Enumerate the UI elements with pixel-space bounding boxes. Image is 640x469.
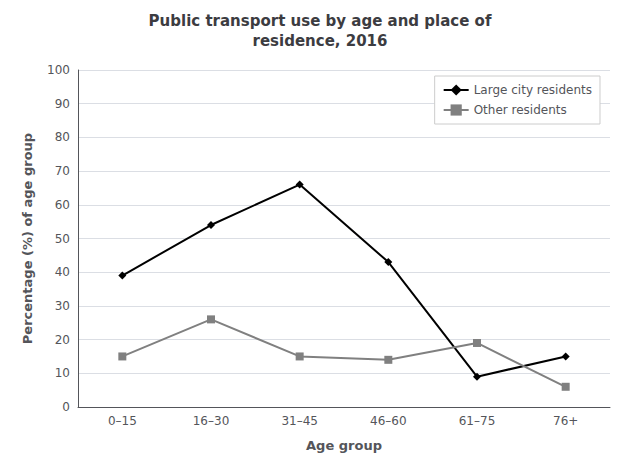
- svg-text:Public transport use by age an: Public transport use by age and place of: [149, 12, 492, 30]
- svg-text:50: 50: [55, 232, 70, 246]
- svg-text:16–30: 16–30: [193, 414, 230, 428]
- svg-text:60: 60: [55, 198, 70, 212]
- svg-text:Other residents: Other residents: [474, 103, 567, 117]
- svg-text:Large city residents: Large city residents: [474, 83, 592, 97]
- svg-text:61–75: 61–75: [459, 414, 496, 428]
- svg-text:Age group: Age group: [306, 438, 382, 453]
- svg-text:100: 100: [47, 63, 70, 77]
- svg-text:40: 40: [55, 265, 70, 279]
- svg-text:80: 80: [55, 130, 70, 144]
- svg-text:Percentage (%) of age group: Percentage (%) of age group: [20, 133, 35, 344]
- svg-text:30: 30: [55, 299, 70, 313]
- svg-text:0: 0: [62, 400, 70, 414]
- svg-text:46–60: 46–60: [370, 414, 407, 428]
- svg-text:31–45: 31–45: [281, 414, 318, 428]
- svg-text:20: 20: [55, 333, 70, 347]
- svg-text:0–15: 0–15: [108, 414, 137, 428]
- svg-text:residence, 2016: residence, 2016: [253, 32, 388, 50]
- svg-text:10: 10: [55, 366, 70, 380]
- svg-text:90: 90: [55, 97, 70, 111]
- svg-text:76+: 76+: [553, 414, 578, 428]
- svg-text:70: 70: [55, 164, 70, 178]
